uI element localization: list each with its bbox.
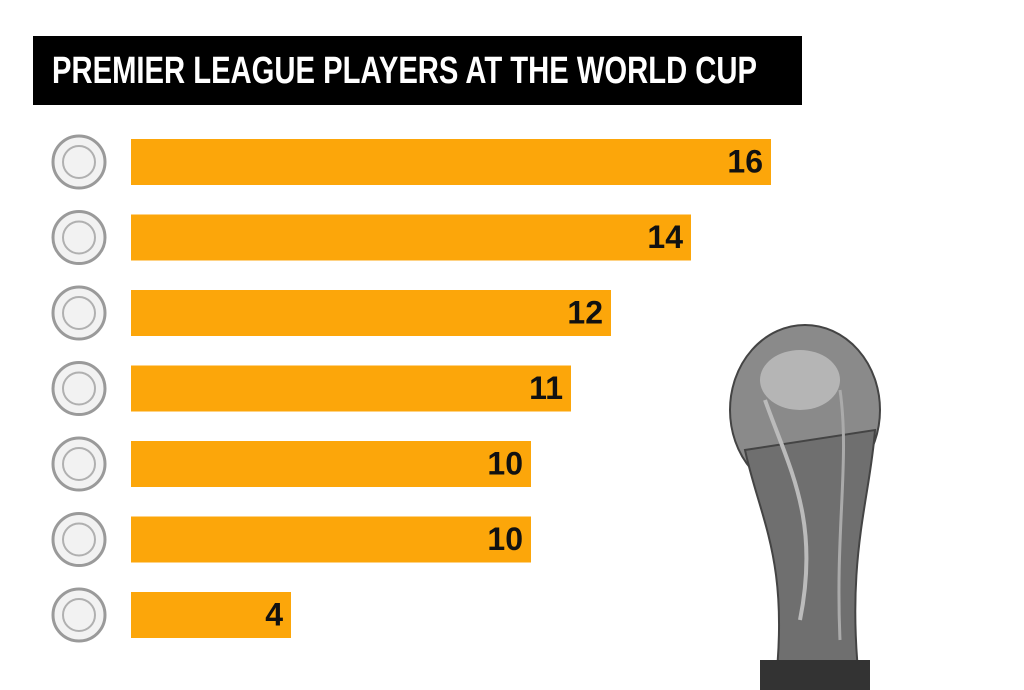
club-logo — [51, 436, 107, 492]
bar — [131, 214, 691, 261]
value-label: 4 — [265, 596, 283, 632]
club-logo-inner — [62, 447, 96, 481]
title-box — [33, 36, 802, 105]
value-label: 14 — [647, 219, 683, 255]
bar — [131, 441, 531, 487]
club-logo-inner — [62, 522, 96, 557]
bar — [131, 365, 571, 412]
club-logo — [51, 361, 107, 416]
value-label: 10 — [487, 445, 523, 481]
trophy — [729, 324, 881, 690]
bar — [131, 290, 611, 336]
club-logo-inner — [62, 220, 96, 255]
club-logo-inner — [62, 145, 96, 179]
chart-title: PREMIER LEAGUE PLAYERS AT THE WORLD CUP — [52, 50, 757, 92]
value-label: 12 — [567, 294, 603, 330]
value-label: 16 — [727, 143, 763, 179]
club-logo — [51, 285, 107, 341]
club-logo-inner — [62, 598, 96, 632]
club-logo-inner — [62, 296, 96, 330]
value-label: 11 — [529, 370, 563, 406]
club-logo — [51, 134, 107, 190]
value-label: 10 — [487, 521, 523, 557]
club-logo-inner — [62, 371, 96, 406]
bar — [131, 592, 291, 638]
club-logo — [51, 210, 107, 265]
bar — [131, 139, 771, 185]
bar — [131, 516, 531, 563]
club-logo — [51, 512, 107, 567]
club-logo — [51, 587, 107, 643]
